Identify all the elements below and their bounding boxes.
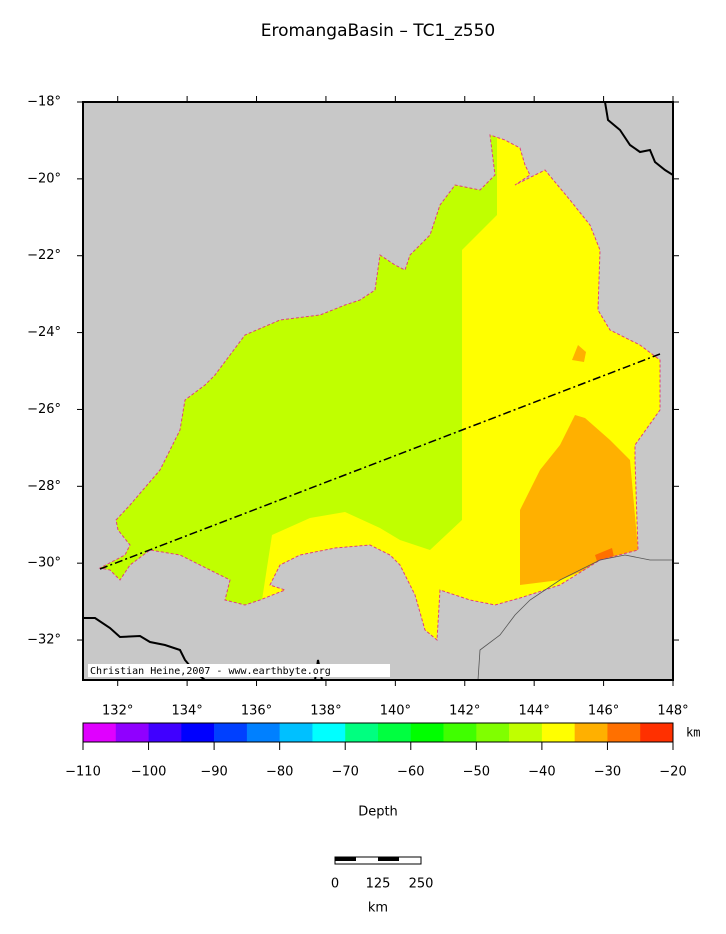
colorbar-segment	[83, 723, 117, 742]
credit: Christian Heine,2007 - www.earthbyte.org	[90, 666, 331, 677]
profile-line	[99, 353, 661, 570]
colorbar-tick-label: −50	[463, 765, 490, 780]
coastline	[604, 102, 673, 176]
colorbar-segment	[476, 723, 510, 742]
colorbar-tick-label: −110	[65, 765, 101, 780]
x-tick-label: 148°	[657, 704, 688, 719]
map-frame	[82, 101, 674, 681]
colorbar-segment	[607, 723, 641, 742]
colorbar-segment	[148, 723, 182, 742]
colorbar-segment	[214, 723, 248, 742]
colorbar-segment	[541, 723, 575, 742]
y-tick-label: −30°	[27, 556, 61, 571]
title: EromangaBasin – TC1_z550	[261, 21, 495, 41]
scale-bar-segment	[378, 857, 399, 861]
scale-label: 250	[409, 877, 434, 892]
x-tick-label: 146°	[588, 704, 619, 719]
map-area: Christian Heine,2007 - www.earthbyte.org	[83, 102, 673, 680]
colorbar-tick-label: −80	[266, 765, 293, 780]
orange-spot	[572, 345, 586, 362]
colorbar-tick-label: −90	[200, 765, 227, 780]
y-tick-label: −22°	[27, 248, 61, 263]
colorbar-segment	[574, 723, 608, 742]
scale-bar: 0 125 250 km	[331, 856, 434, 916]
x-tick-label: 140°	[380, 704, 411, 719]
scale-label: 125	[366, 877, 391, 892]
y-tick-label: −32°	[27, 633, 61, 648]
y-tick-label: −26°	[27, 402, 61, 417]
colorbar-segment	[246, 723, 280, 742]
colorbar-segment	[509, 723, 543, 742]
colorbar-label: Depth	[358, 805, 398, 820]
colorbar-segment	[640, 723, 674, 742]
colorbar-tick-label: −20	[659, 765, 686, 780]
x-tick-label: 144°	[519, 704, 550, 719]
colorbar-segment	[115, 723, 149, 742]
colorbar-unit: km	[686, 726, 700, 740]
colorbar-segment	[378, 723, 412, 742]
colorbar-tick-label: −60	[397, 765, 424, 780]
y-tick-label: −28°	[27, 479, 61, 494]
colorbar-tick-label: −100	[131, 765, 167, 780]
x-tick-label: 138°	[310, 704, 341, 719]
colorbar	[83, 723, 674, 742]
credit-box	[88, 664, 390, 677]
colorbar-frame	[82, 722, 674, 743]
scale-unit: km	[368, 901, 388, 916]
colorbar-tick-label: −70	[332, 765, 359, 780]
y-tick-label: −24°	[27, 325, 61, 340]
colorbar-segment	[345, 723, 379, 742]
colorbar-segment	[312, 723, 346, 742]
colorbar-segment	[443, 723, 477, 742]
colorbar-tick-label: −30	[594, 765, 621, 780]
y-tick-label: −20°	[27, 171, 61, 186]
orange-zone	[520, 415, 638, 585]
colorbar-tick-label: −40	[528, 765, 555, 780]
colorbar-segment	[410, 723, 444, 742]
x-tick-label: 136°	[241, 704, 272, 719]
scale-bar-segment	[335, 857, 356, 861]
basin-outline	[98, 134, 661, 642]
x-tick-label: 132°	[102, 704, 133, 719]
colorbar-segment	[279, 723, 313, 742]
x-tick-label: 142°	[449, 704, 480, 719]
colorbar-segment	[181, 723, 215, 742]
scale-label: 0	[331, 877, 339, 892]
state-border	[477, 554, 673, 680]
x-tick-label: 134°	[171, 704, 202, 719]
y-tick-label: −18°	[27, 95, 61, 110]
